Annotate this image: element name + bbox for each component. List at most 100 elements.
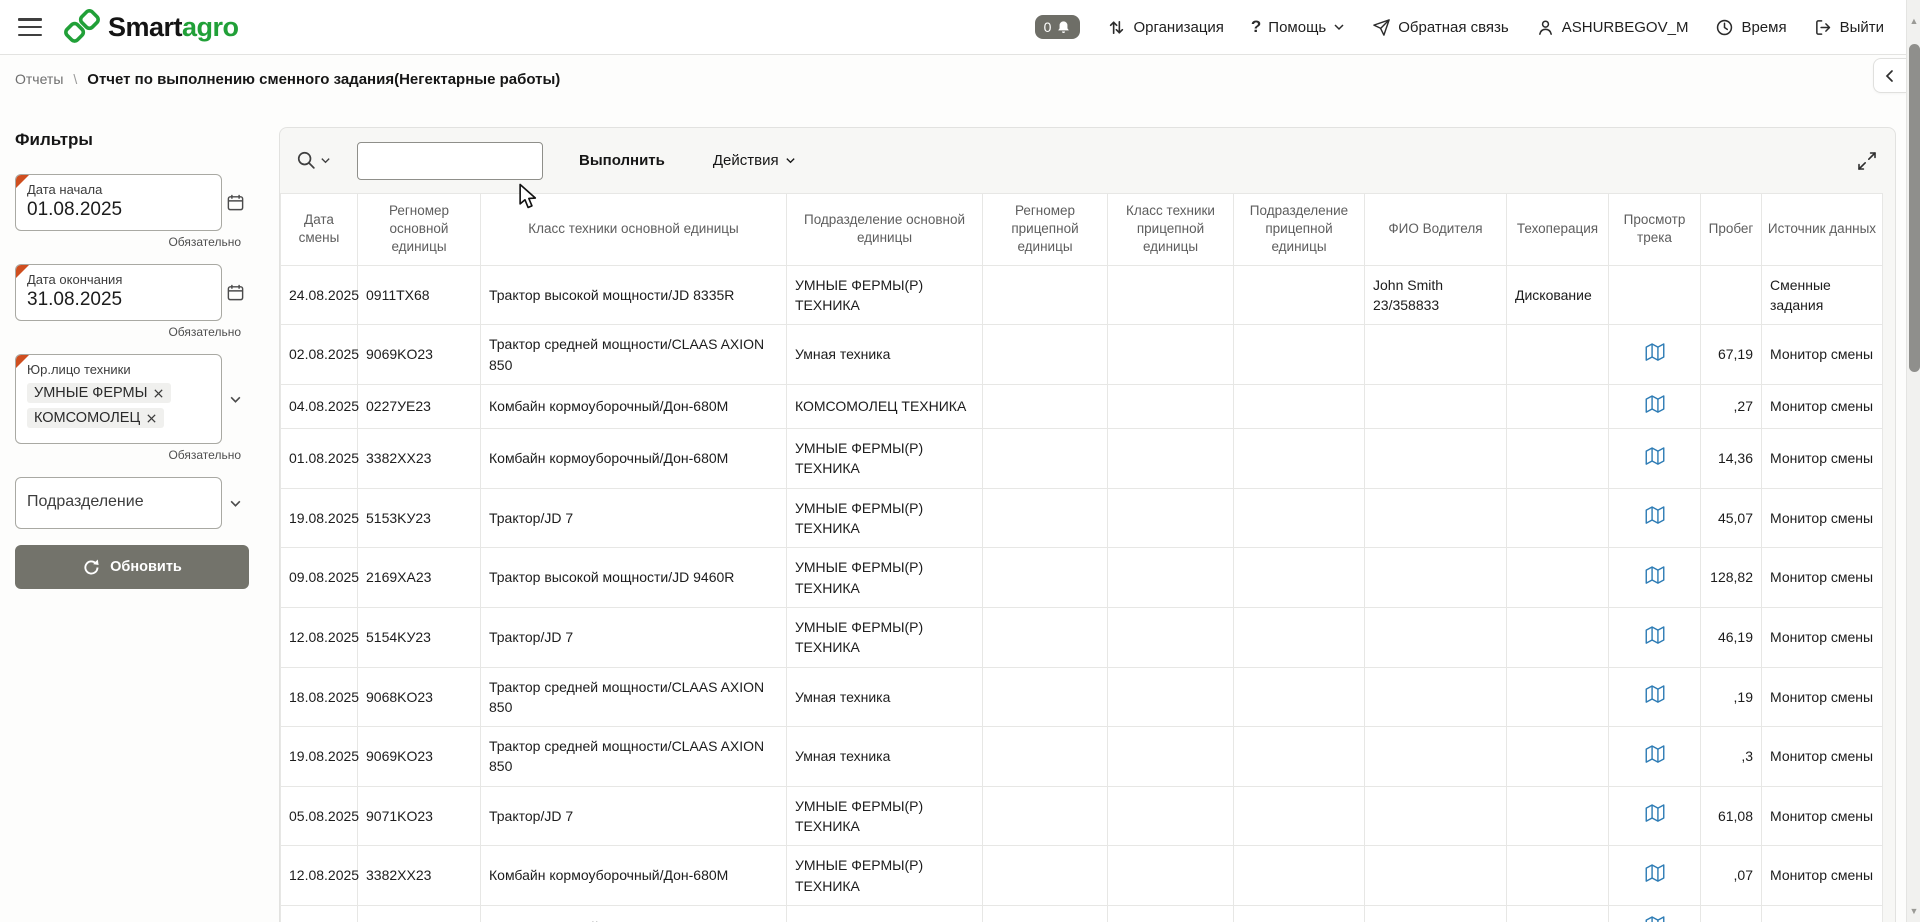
cell-track bbox=[1608, 487, 1701, 549]
column-header-source[interactable]: Источник данных bbox=[1761, 193, 1883, 266]
cell-operation bbox=[1506, 904, 1609, 922]
cell-trailer-reg bbox=[982, 324, 1108, 385]
cell-primary-division: Умная техника bbox=[786, 904, 983, 922]
legal-entity-multiselect[interactable]: Юр.лицо техники УМНЫЕ ФЕРМЫ КОМСОМОЛЕЦ bbox=[15, 354, 222, 444]
chip-remove-icon[interactable] bbox=[153, 388, 164, 399]
report-table: Дата смены Регномер основной единицы Кла… bbox=[280, 193, 1883, 922]
cell-trailer-class bbox=[1107, 264, 1234, 326]
cell-mileage: 67,19 bbox=[1700, 324, 1762, 385]
track-map-icon[interactable] bbox=[1645, 505, 1665, 525]
legal-entity-dropdown-button[interactable] bbox=[222, 354, 249, 444]
cell-trailer-reg bbox=[982, 487, 1108, 549]
cell-trailer-reg bbox=[982, 666, 1108, 728]
date-end-field[interactable]: Дата окончания 31.08.2025 bbox=[15, 264, 222, 321]
column-header-primary-class[interactable]: Класс техники основной единицы bbox=[480, 193, 787, 266]
table-row: 09.08.2025 2169XA23 Трактор высокой мощн… bbox=[280, 547, 1883, 608]
date-start-field[interactable]: Дата начала 01.08.2025 bbox=[15, 174, 222, 231]
track-map-icon[interactable] bbox=[1645, 565, 1665, 585]
cell-source: Монитор смены bbox=[1761, 383, 1883, 430]
nav-help[interactable]: ? Помощь bbox=[1251, 17, 1345, 37]
clock-icon bbox=[1717, 19, 1733, 35]
cell-primary-division: КОМСОМОЛЕЦ ТЕХНИКА bbox=[786, 383, 983, 430]
cell-trailer-class bbox=[1107, 383, 1234, 430]
column-header-shift-date[interactable]: Дата смены bbox=[280, 193, 358, 266]
nav-user[interactable]: ASHURBEGOV_M bbox=[1536, 18, 1688, 37]
logout-icon bbox=[1815, 19, 1830, 35]
date-start-calendar-button[interactable] bbox=[222, 174, 249, 231]
actions-menu-button[interactable]: Действия bbox=[713, 152, 796, 169]
refresh-button[interactable]: Обновить bbox=[15, 545, 249, 589]
column-header-trailer-reg[interactable]: Регномер прицепной единицы bbox=[982, 193, 1108, 266]
vertical-scrollbar[interactable]: ▲ ▼ bbox=[1906, 0, 1920, 922]
refresh-button-label: Обновить bbox=[110, 559, 182, 575]
bell-icon bbox=[1058, 20, 1070, 33]
cell-primary-reg: 3382XX23 bbox=[357, 845, 481, 906]
report-search-input[interactable] bbox=[357, 141, 543, 180]
cell-trailer-division bbox=[1233, 666, 1365, 728]
column-header-trailer-division[interactable]: Подразделение прицепной единицы bbox=[1233, 193, 1365, 266]
column-header-track[interactable]: Просмотр трека bbox=[1608, 193, 1701, 266]
track-map-icon[interactable] bbox=[1645, 342, 1665, 362]
column-header-trailer-class[interactable]: Класс техники прицепной единицы bbox=[1107, 193, 1234, 266]
chevron-down-icon bbox=[785, 158, 795, 164]
column-header-mileage[interactable]: Пробег bbox=[1700, 193, 1762, 266]
notifications-button[interactable]: 0 bbox=[1034, 15, 1081, 39]
cell-trailer-reg bbox=[982, 264, 1108, 326]
track-map-icon[interactable] bbox=[1645, 863, 1665, 883]
column-header-driver[interactable]: ФИО Водителя bbox=[1364, 193, 1507, 266]
required-note: Обязательно bbox=[168, 235, 241, 249]
selected-value-chip: КОМСОМОЛЕЦ bbox=[27, 408, 165, 428]
cell-primary-class: Комбайн кормоуборочный/Дон-680М bbox=[480, 845, 787, 906]
scrollbar-down-arrow[interactable]: ▼ bbox=[1909, 906, 1919, 916]
track-map-icon[interactable] bbox=[1645, 394, 1665, 414]
cell-operation: Дискование bbox=[1506, 264, 1609, 326]
column-header-primary-division[interactable]: Подразделение основной единицы bbox=[786, 193, 983, 266]
top-navigation: 0 Организация ? Помощь bbox=[1034, 15, 1884, 39]
cell-driver bbox=[1364, 666, 1507, 728]
track-map-icon[interactable] bbox=[1645, 744, 1665, 764]
cell-primary-reg: 9069KO23 bbox=[357, 726, 481, 787]
scrollbar-thumb[interactable] bbox=[1908, 44, 1920, 372]
track-map-icon[interactable] bbox=[1645, 684, 1665, 704]
date-end-calendar-button[interactable] bbox=[222, 264, 249, 321]
cell-driver bbox=[1364, 904, 1507, 922]
cell-primary-class: Трактор/JD 7 bbox=[480, 785, 787, 847]
breadcrumb-separator: \ bbox=[73, 71, 78, 87]
cell-shift-date: 24.08.2025 bbox=[280, 264, 359, 326]
cell-track bbox=[1608, 383, 1701, 430]
logo-wordmark: Smartagro bbox=[108, 11, 239, 42]
breadcrumb-reports-link[interactable]: Отчеты bbox=[15, 71, 64, 87]
nav-logout[interactable]: Выйти bbox=[1814, 18, 1884, 37]
cell-trailer-reg bbox=[982, 785, 1108, 847]
track-map-icon[interactable] bbox=[1645, 446, 1665, 466]
app-logo[interactable]: Smartagro bbox=[64, 9, 239, 45]
cell-source: Монитор смены bbox=[1761, 487, 1883, 549]
maximize-report-button[interactable] bbox=[1857, 151, 1877, 171]
hamburger-menu-icon[interactable] bbox=[18, 18, 42, 36]
cell-driver bbox=[1364, 606, 1507, 668]
nav-feedback[interactable]: Обратная связь bbox=[1372, 18, 1509, 37]
cell-source: Сменные задания bbox=[1761, 264, 1883, 326]
search-options-button[interactable] bbox=[290, 150, 337, 171]
cell-primary-division: УМНЫЕ ФЕРМЫ(Р) ТЕХНИКА bbox=[786, 428, 983, 489]
column-header-operation[interactable]: Техоперация bbox=[1506, 193, 1609, 266]
nav-time[interactable]: Время bbox=[1715, 18, 1787, 37]
cell-trailer-reg bbox=[982, 606, 1108, 668]
cell-driver bbox=[1364, 487, 1507, 549]
collapse-panel-button[interactable] bbox=[1873, 58, 1906, 93]
execute-button[interactable]: Выполнить bbox=[579, 152, 665, 169]
division-select[interactable]: Подразделение bbox=[15, 477, 222, 529]
cell-trailer-division bbox=[1233, 726, 1365, 787]
column-header-primary-reg[interactable]: Регномер основной единицы bbox=[357, 193, 481, 266]
chip-remove-icon[interactable] bbox=[146, 413, 157, 424]
chevron-down-icon bbox=[321, 158, 330, 164]
track-map-icon[interactable] bbox=[1645, 625, 1665, 645]
scrollbar-up-arrow[interactable]: ▲ bbox=[1909, 16, 1919, 26]
nav-organization[interactable]: Организация bbox=[1107, 18, 1224, 37]
track-map-icon[interactable] bbox=[1645, 915, 1665, 922]
cell-primary-reg: 3382XX23 bbox=[357, 428, 481, 489]
track-map-icon[interactable] bbox=[1645, 803, 1665, 823]
division-dropdown-button[interactable] bbox=[222, 477, 249, 529]
cell-trailer-division bbox=[1233, 845, 1365, 906]
